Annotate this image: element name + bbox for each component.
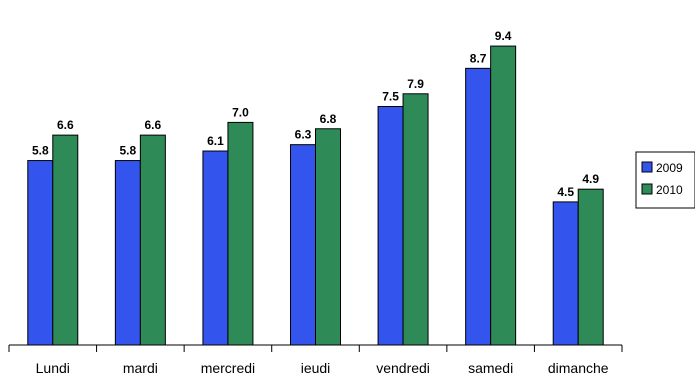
bar-2009-vendredi (377, 106, 404, 346)
legend: 2009 2010 (635, 151, 695, 209)
bar-2010-mercredi (227, 121, 254, 346)
bar-2009-samedi (465, 67, 492, 346)
legend-box (635, 151, 695, 209)
data-label-2009-ieudi: 6.3 (295, 128, 312, 142)
bar-2010-dimanche (577, 188, 604, 346)
x-tick-label-ieudi: ieudi (301, 360, 331, 376)
bar-2009-dimanche (552, 201, 579, 346)
legend-swatch-2010 (641, 183, 653, 195)
bar-2010-Lundi (52, 134, 79, 346)
bar-2010-mardi (139, 134, 166, 346)
x-tick-label-dimanche: dimanche (548, 360, 609, 376)
data-label-2009-dimanche: 4.5 (557, 185, 574, 199)
bars-layer (27, 45, 604, 346)
data-label-2009-Lundi: 5.8 (32, 144, 49, 158)
bar-2009-mercredi (202, 150, 229, 346)
data-label-2010-Lundi: 6.6 (57, 118, 74, 132)
legend-swatch-2009 (641, 161, 653, 173)
x-tick-label-Lundi: Lundi (36, 360, 70, 376)
data-label-2010-vendredi: 7.9 (407, 77, 424, 91)
bar-2009-mardi (114, 160, 141, 346)
data-label-2009-vendredi: 7.5 (382, 90, 399, 104)
legend-label-2010: 2010 (656, 183, 683, 197)
x-axis: Lundi mardi mercredi ieudi vendredi samedi dim… (8, 344, 623, 376)
data-label-2010-mardi: 6.6 (145, 118, 162, 132)
data-label-2010-ieudi: 6.8 (320, 112, 337, 126)
data-label-2010-samedi: 9.4 (495, 29, 512, 43)
data-label-2009-mercredi: 6.1 (207, 134, 224, 148)
legend-label-2009: 2009 (656, 161, 683, 175)
x-tick-label-mercredi: mercredi (201, 360, 255, 376)
data-label-2009-samedi: 8.7 (470, 51, 487, 65)
bar-2010-vendredi (402, 93, 429, 346)
value-labels-layer: 5.8 6.6 5.8 6.6 6.1 7.0 6.3 6.8 7.5 7.9 8.7 9.4 4.5 4… (32, 29, 599, 199)
bar-2009-Lundi (27, 160, 54, 346)
bar-2010-samedi (490, 45, 517, 346)
data-label-2010-dimanche: 4.9 (582, 172, 599, 186)
x-tick-label-samedi: samedi (468, 360, 513, 376)
x-tick-label-vendredi: vendredi (376, 360, 430, 376)
data-label-2009-mardi: 5.8 (120, 144, 137, 158)
bar-2010-ieudi (315, 128, 341, 346)
bar-2009-ieudi (290, 144, 316, 346)
data-label-2010-mercredi: 7.0 (232, 105, 249, 119)
x-tick-label-mardi: mardi (123, 360, 158, 376)
